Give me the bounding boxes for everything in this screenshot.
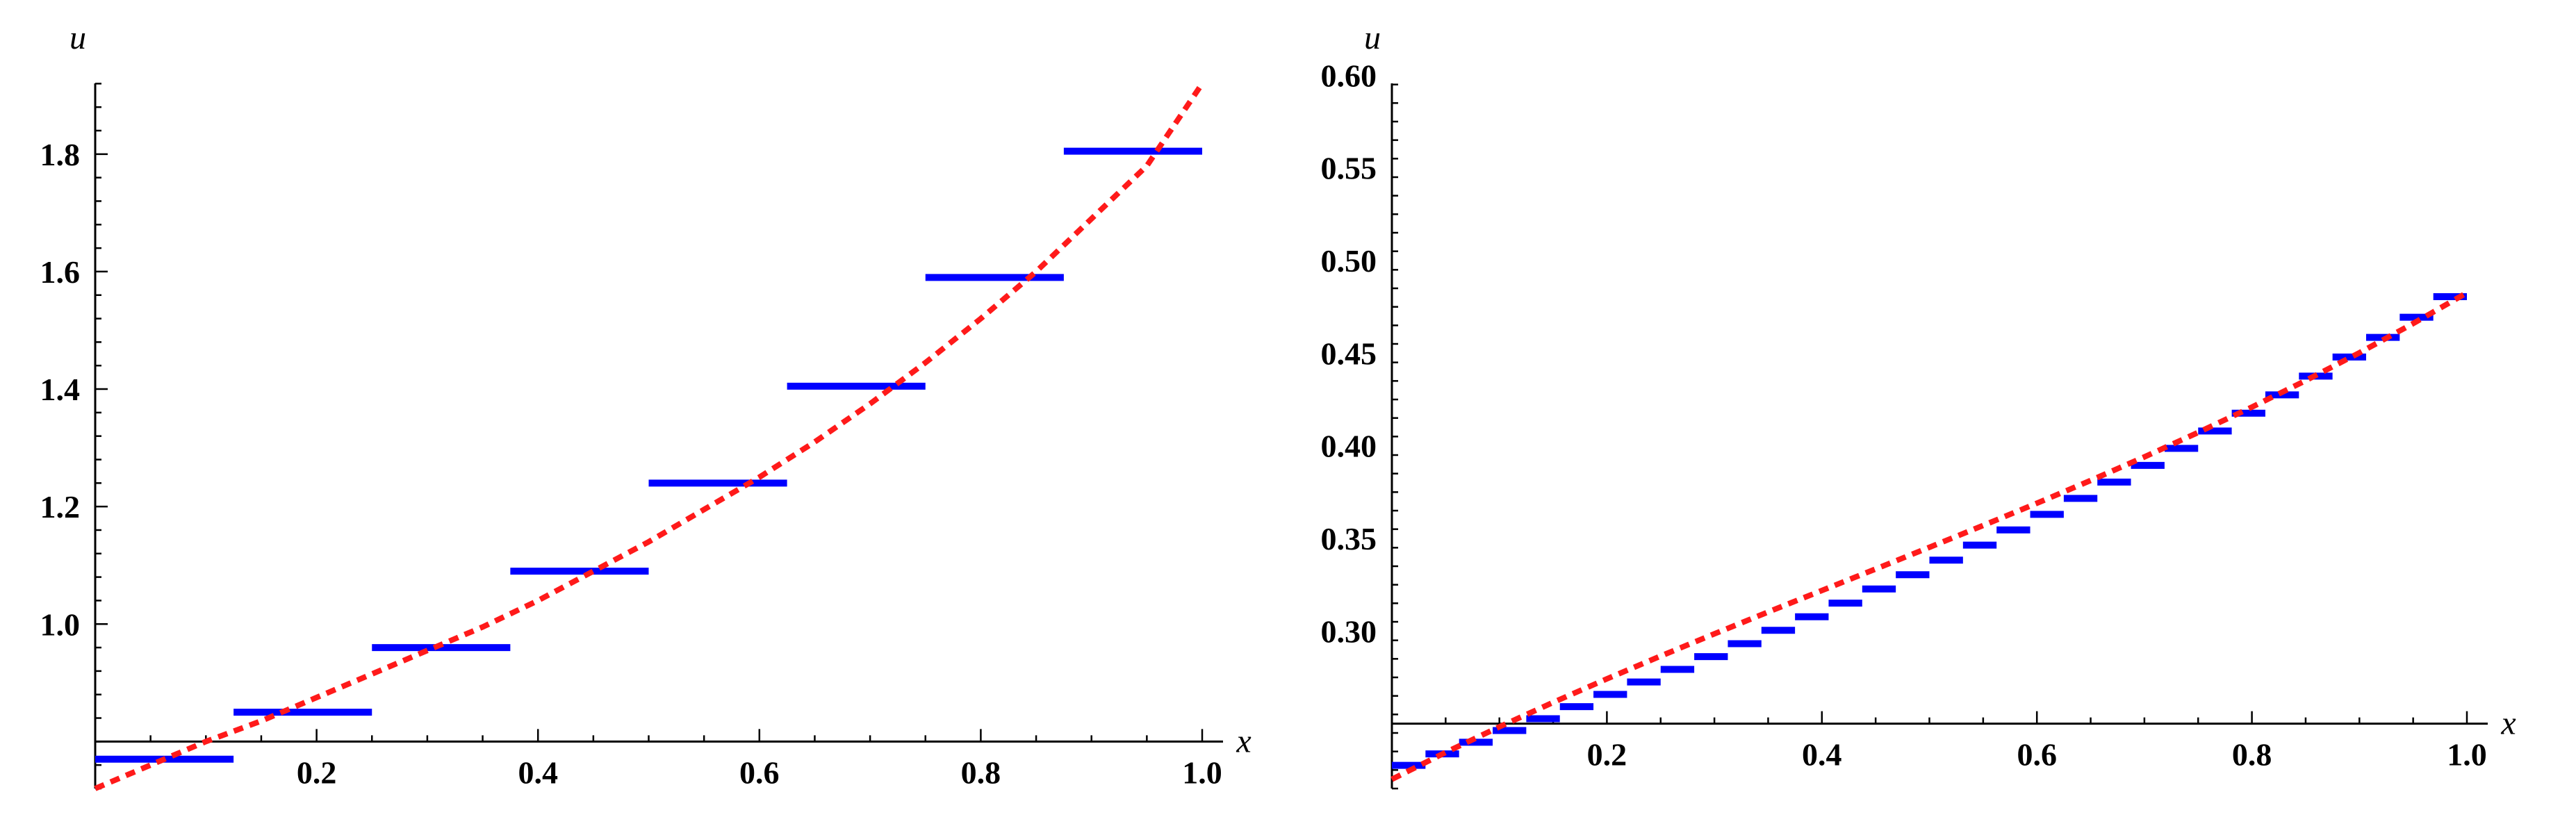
y-tick-label: 1.6 (40, 254, 81, 290)
dashed-curve (1390, 290, 2468, 782)
x-tick-label: 0.6 (2017, 737, 2057, 773)
y-axis-label: u (69, 19, 86, 56)
y-tick-label: 0.50 (1321, 243, 1377, 279)
y-tick-label: 1.8 (40, 137, 81, 172)
step-series (1392, 293, 2467, 769)
dashed-curve (94, 82, 1205, 791)
y-tick-label: 1.2 (40, 489, 81, 525)
x-axis-label: x (2500, 705, 2516, 742)
y-tick-label: 0.60 (1321, 58, 1377, 93)
chart-panel-1: 0.2 0.4 0.6 0.8 1.0 1.0 1.2 1.4 1.6 1.8 x u (40, 19, 1252, 791)
y-axis-label: u (1364, 19, 1381, 56)
x-tick-label: 0.2 (1587, 737, 1627, 773)
x-tick-label: 0.4 (1802, 737, 1842, 773)
chart-panel-2: 0.2 0.4 0.6 0.8 1.0 0.30 0.35 0.40 0.45 0.50 0.55 0… (1321, 19, 2516, 790)
y-tick-label: 1.0 (40, 607, 81, 642)
step-series (95, 147, 1202, 763)
x-tick-label: 0.4 (518, 754, 558, 790)
y-tick-label: 0.30 (1321, 613, 1377, 649)
y-tick-label: 0.40 (1321, 429, 1377, 464)
x-tick-label: 0.2 (297, 754, 337, 790)
x-tick-label: 1.0 (2447, 737, 2487, 773)
x-tick-label: 0.6 (739, 754, 780, 790)
x-axis-label: x (1236, 723, 1251, 759)
y-tick-label: 0.55 (1321, 151, 1377, 186)
x-tick-label: 1.0 (1182, 754, 1222, 790)
y-tick-label: 0.45 (1321, 336, 1377, 371)
y-tick-label: 0.35 (1321, 521, 1377, 556)
x-tick-label: 0.8 (961, 754, 1001, 790)
x-tick-label: 0.8 (2232, 737, 2272, 773)
y-tick-label: 1.4 (40, 372, 81, 407)
